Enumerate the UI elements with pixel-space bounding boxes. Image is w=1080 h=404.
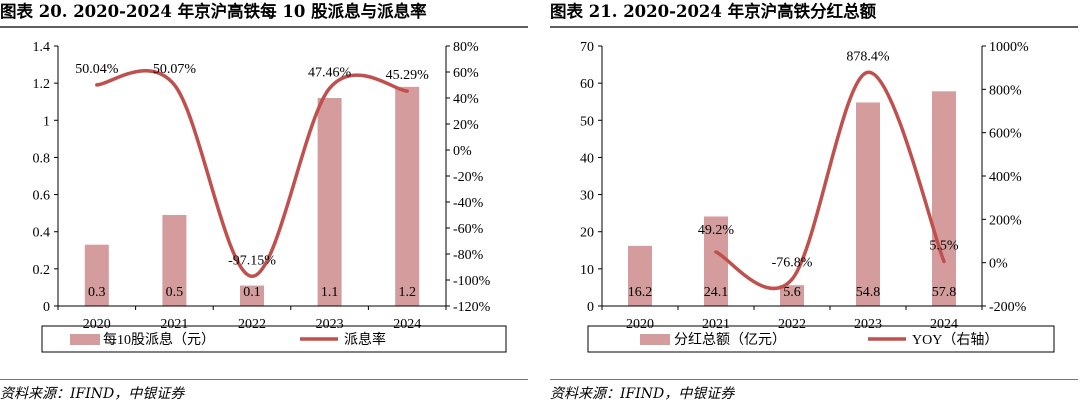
line-value-label-2020: 50.04% — [75, 62, 119, 77]
left-tick-label: 70 — [580, 40, 594, 55]
left-chart-panel: 图表 20. 2020-2024 年京沪高铁每 10 股派息与派息率 0 0.2 0… — [0, 0, 530, 404]
right-tick-label: 1000% — [989, 40, 1029, 55]
left-tick-label: 0 — [43, 300, 50, 315]
right-tick-label: -120% — [453, 300, 491, 315]
right-tick-label: -20% — [453, 170, 484, 185]
bar-value-label-2022: 5.6 — [783, 285, 801, 300]
x-tick-label-2024: 2024 — [393, 317, 421, 332]
right-tick-label: 80% — [453, 40, 479, 55]
bar-2023 — [856, 102, 880, 306]
legend-box — [587, 325, 1055, 353]
x-tick-label-2022: 2022 — [238, 317, 266, 332]
right-tick-label: 60% — [453, 66, 479, 81]
left-tick-label: 0.2 — [33, 263, 51, 278]
right-tick-label: 200% — [989, 213, 1022, 228]
bar-2023 — [317, 98, 342, 306]
left-tick-label: 50 — [580, 114, 594, 129]
right-chart-source: 资料来源：IFIND，中银证券 — [550, 386, 735, 402]
right-tick-label: -200% — [989, 300, 1027, 315]
right-chart-panel: 图表 21. 2020-2024 年京沪高铁分红总额 0 10 20 30 40 50 60… — [550, 0, 1080, 404]
bar-2024 — [932, 91, 956, 306]
right-tick-label: -40% — [453, 196, 484, 211]
bar-2021 — [162, 215, 187, 306]
bar-value-label-2024: 57.8 — [932, 285, 957, 300]
left-dividend-chart: 0 0.2 0.4 0.6 0.8 1 1.2 1.4 -120% -100% -80% -60% -4… — [33, 40, 507, 353]
right-tick-label: 0% — [989, 257, 1008, 272]
line-value-label-2024: 45.29% — [386, 68, 430, 83]
legend-bar-swatch — [70, 334, 100, 345]
left-tick-label: 1.4 — [33, 40, 51, 55]
right-tick-label: 20% — [453, 118, 479, 133]
legend-line-label: YOY（右轴） — [912, 332, 998, 348]
series-line-yoy — [714, 70, 946, 290]
right-title-divider — [550, 26, 1078, 28]
left-tick-label: 60 — [580, 77, 594, 92]
bar-2020 — [84, 244, 109, 306]
left-source-divider — [0, 379, 528, 380]
line-value-label-2022: -76.8% — [772, 255, 813, 270]
legend-bar-label: 分红总额（亿元） — [674, 332, 786, 348]
line-value-label-2023: 878.4% — [846, 49, 890, 64]
left-chart-source: 资料来源：IFIND，中银证券 — [0, 386, 185, 402]
x-tick-label-2022: 2022 — [778, 317, 806, 332]
left-tick-label: 1 — [43, 114, 50, 129]
right-tick-label: -60% — [453, 222, 484, 237]
x-tick-label-2021: 2021 — [702, 317, 730, 332]
bar-value-label-2022: 0.1 — [243, 285, 261, 300]
left-tick-label: 0.4 — [33, 226, 51, 241]
left-title-divider — [0, 26, 528, 28]
right-tick-label: 600% — [989, 127, 1022, 142]
right-tick-label: 800% — [989, 83, 1022, 98]
bar-value-label-2021: 0.5 — [166, 285, 184, 300]
right-tick-label: 40% — [453, 92, 479, 107]
bar-value-label-2021: 24.1 — [704, 285, 729, 300]
bar-2021 — [704, 216, 728, 306]
line-value-label-2021: 49.2% — [698, 223, 735, 238]
right-tick-label: -100% — [453, 274, 491, 289]
bar-2022 — [780, 285, 804, 306]
legend-bar-label: 每10股派息（元） — [103, 331, 215, 348]
legend-bar-swatch — [640, 334, 670, 345]
right-payout-chart: 0 10 20 30 40 50 60 70 -200% 0% 200% 400% 600% 800% 10… — [580, 40, 1055, 353]
left-tick-label: 1.2 — [33, 77, 51, 92]
right-source-divider — [550, 379, 1078, 380]
left-tick-label: 30 — [580, 189, 594, 204]
line-value-label-2023: 47.46% — [308, 65, 352, 80]
line-value-label-2021: 50.07% — [153, 62, 197, 77]
x-tick-label-2024: 2024 — [930, 317, 958, 332]
right-tick-label: 0% — [453, 144, 472, 159]
bar-2022 — [240, 285, 264, 306]
right-tick-label: -80% — [453, 248, 484, 263]
line-value-label-2022: -97.15% — [228, 253, 276, 268]
x-tick-label-2023: 2023 — [854, 317, 882, 332]
right-tick-label: 400% — [989, 170, 1022, 185]
bar-value-label-2023: 1.1 — [321, 285, 339, 300]
x-tick-label-2023: 2023 — [316, 317, 344, 332]
left-tick-label: 20 — [580, 226, 594, 241]
bar-value-label-2024: 1.2 — [398, 285, 416, 300]
bar-value-label-2020: 16.2 — [628, 285, 653, 300]
left-chart-title: 图表 20. 2020-2024 年京沪高铁每 10 股派息与派息率 — [0, 2, 427, 21]
legend-box — [41, 325, 507, 353]
x-tick-label-2021: 2021 — [160, 317, 188, 332]
bar-value-label-2023: 54.8 — [856, 285, 881, 300]
bar-2020 — [628, 245, 652, 306]
series-line-payout-ratio — [95, 69, 409, 279]
x-tick-label-2020: 2020 — [626, 317, 654, 332]
left-tick-label: 0 — [587, 300, 594, 315]
bar-value-label-2020: 0.3 — [88, 285, 106, 300]
line-value-label-2024: 5.5% — [929, 238, 959, 253]
left-tick-label: 0.8 — [33, 151, 51, 166]
bar-2024 — [395, 86, 420, 306]
right-chart-title: 图表 21. 2020-2024 年京沪高铁分红总额 — [550, 2, 877, 21]
left-tick-label: 0.6 — [33, 189, 51, 204]
left-tick-label: 10 — [580, 263, 594, 278]
legend-line-label: 派息率 — [344, 331, 386, 348]
x-tick-label-2020: 2020 — [83, 317, 111, 332]
left-tick-label: 40 — [580, 151, 594, 166]
